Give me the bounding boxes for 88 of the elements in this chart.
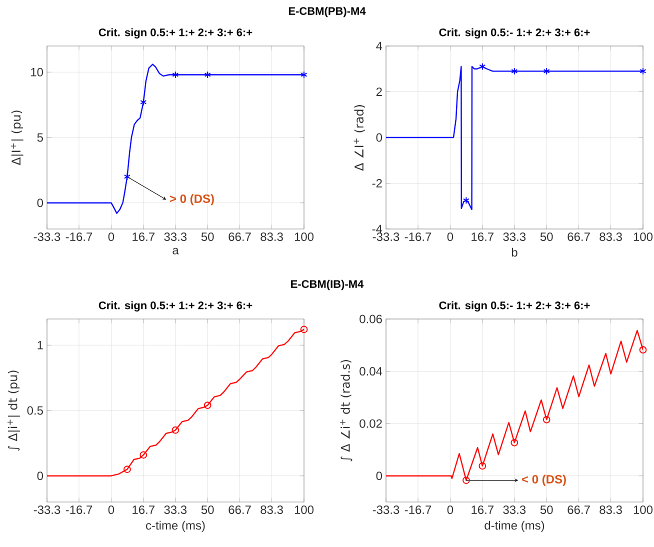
x-tick-label: -33.3 bbox=[372, 506, 400, 514]
x-tick-label: 33.3 bbox=[503, 232, 526, 242]
annotation: < 0 (DS) bbox=[522, 474, 566, 486]
chart-subtitle: Crit. sign 0.5:- 1:+ 2:+ 3:+ 6:+ bbox=[439, 28, 590, 38]
y-tick-label: 0 bbox=[376, 472, 382, 480]
point bbox=[124, 466, 131, 474]
y-axis-title: ∫ Δ|i$^{+}$| dt (pu) bbox=[8, 370, 20, 451]
point bbox=[140, 451, 148, 459]
line-series bbox=[47, 328, 304, 476]
x-tick-label: 50 bbox=[540, 506, 553, 514]
y-tick-label: 0.06 bbox=[360, 314, 382, 324]
point bbox=[639, 346, 647, 354]
y-axis-title: Δ|I$^{+}$| (pu) bbox=[10, 110, 24, 166]
y-tick-label: 0.02 bbox=[360, 419, 382, 428]
x-axis-title: d-time (ms) bbox=[484, 520, 544, 532]
y-tick-label: 10 bbox=[31, 68, 44, 76]
point bbox=[172, 71, 179, 78]
point bbox=[543, 67, 550, 75]
y-tick-label: 0 bbox=[37, 198, 44, 208]
x-axis-title: a bbox=[172, 248, 179, 254]
x-tick-label: 100 bbox=[294, 232, 314, 242]
x-tick-label: 66.7 bbox=[228, 506, 251, 514]
x-tick-label: 83.3 bbox=[260, 506, 283, 514]
x-tick-label: 83.3 bbox=[260, 232, 283, 242]
x-tick-label: 50 bbox=[201, 506, 214, 514]
x-axis-title: c-time (ms) bbox=[146, 520, 205, 532]
x-tick-label: 50 bbox=[201, 232, 214, 242]
x-tick-label: 16.7 bbox=[132, 232, 154, 242]
chart-subtitle: Crit. sign 0.5:+ 1:+ 2:+ 3:+ 6:+ bbox=[98, 28, 252, 38]
point bbox=[542, 416, 550, 424]
x-tick-label: 66.7 bbox=[568, 232, 590, 242]
point bbox=[204, 71, 211, 78]
x-tick-label: 66.7 bbox=[228, 232, 251, 242]
point bbox=[204, 402, 212, 409]
point bbox=[462, 196, 470, 204]
y-tick-label: -4 bbox=[372, 224, 382, 234]
x-tick-label: 83.3 bbox=[600, 506, 622, 514]
x-tick-label: 0 bbox=[108, 232, 114, 242]
annotation: > 0 (DS) bbox=[170, 194, 214, 206]
y-tick-label: 2 bbox=[376, 88, 382, 96]
x-tick-label: 50 bbox=[540, 232, 553, 242]
text: E-CBM(IB)-M4 bbox=[291, 280, 364, 290]
point bbox=[478, 462, 486, 470]
x-tick-label: 66.7 bbox=[568, 506, 590, 514]
y-tick-label: -2 bbox=[372, 179, 382, 188]
chart-subtitle: Crit. sign 0.5:+ 1:+ 2:+ 3:+ 6:+ bbox=[98, 301, 252, 312]
point bbox=[511, 67, 518, 75]
point bbox=[300, 71, 308, 78]
point bbox=[640, 67, 646, 75]
x-tick-label: 16.7 bbox=[472, 506, 494, 514]
x-tick-label: -33.3 bbox=[34, 506, 60, 514]
point bbox=[479, 62, 486, 70]
x-tick-label: -16.7 bbox=[404, 232, 432, 242]
point bbox=[140, 98, 147, 106]
point bbox=[300, 326, 308, 334]
x-tick-label: 16.7 bbox=[472, 232, 494, 242]
x-tick-label: -16.7 bbox=[404, 506, 432, 514]
x-tick-label: 33.3 bbox=[164, 232, 187, 242]
x-tick-label: -33.3 bbox=[372, 232, 400, 242]
x-tick-label: 16.7 bbox=[132, 506, 154, 514]
x-tick-label: -16.7 bbox=[66, 506, 92, 514]
x-tick-label: 100 bbox=[634, 232, 653, 242]
x-tick-label: 100 bbox=[634, 506, 653, 514]
y-axis-title: ∫ Δ ∠i$^{+}$ dt (rad.s) bbox=[340, 360, 352, 462]
x-tick-label: 33.3 bbox=[164, 506, 187, 514]
x-tick-label: 0 bbox=[447, 506, 454, 514]
x-tick-label: 33.3 bbox=[503, 506, 526, 514]
y-tick-label: 0.5 bbox=[27, 406, 43, 415]
point bbox=[124, 173, 130, 180]
point bbox=[510, 438, 518, 446]
y-tick-label: 0 bbox=[37, 472, 44, 480]
x-tick-label: 0 bbox=[108, 506, 114, 514]
point bbox=[462, 476, 470, 484]
x-tick-label: -33.3 bbox=[34, 232, 60, 242]
x-axis-title: b bbox=[512, 248, 518, 257]
y-tick-label: 1 bbox=[38, 341, 43, 350]
y-tick-label: 0 bbox=[376, 133, 382, 142]
y-tick-label: 0.04 bbox=[360, 367, 382, 376]
y-tick-label: 4 bbox=[376, 42, 382, 50]
y-tick-label: 5 bbox=[37, 133, 43, 142]
x-tick-label: 83.3 bbox=[600, 232, 622, 242]
x-tick-label: -16.7 bbox=[66, 232, 92, 242]
text: E-CBM(PB)-M4 bbox=[288, 6, 366, 18]
x-tick-label: 100 bbox=[294, 506, 314, 514]
x-tick-label: 0 bbox=[447, 232, 454, 242]
y-axis-title: Δ ∠I$^{+}$ (rad) bbox=[354, 105, 365, 171]
point bbox=[172, 426, 180, 434]
chart-subtitle: Crit. sign 0.5:- 1:+ 2:+ 3:+ 6:+ bbox=[439, 301, 590, 312]
